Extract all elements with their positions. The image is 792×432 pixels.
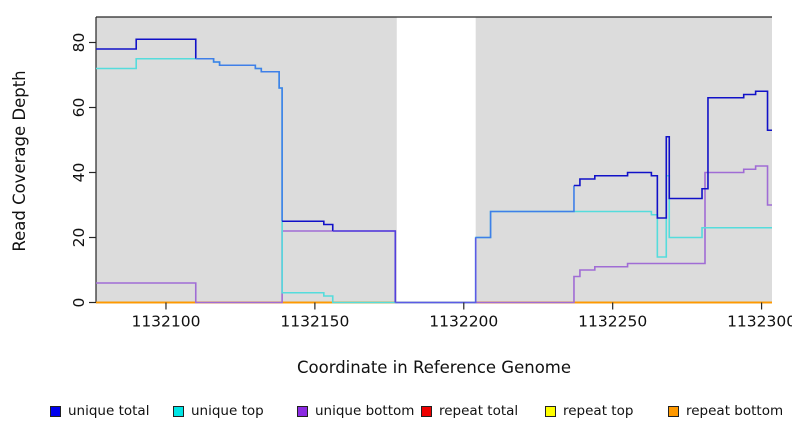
no-data-region bbox=[396, 17, 476, 302]
legend-label: unique bottom bbox=[315, 403, 415, 419]
legend-item-unique-top: unique top bbox=[173, 401, 264, 419]
series-unique-total bbox=[573, 90, 772, 219]
unique-top-swatch bbox=[173, 406, 184, 417]
series-unique-total bbox=[395, 237, 477, 304]
y-tick-label: 0 bbox=[70, 298, 88, 308]
repeat-top-swatch bbox=[545, 406, 556, 417]
x-tick-label: 1132100 bbox=[131, 313, 200, 331]
legend-item-repeat-total: repeat total bbox=[421, 401, 519, 419]
legend-label: repeat top bbox=[563, 403, 634, 419]
unique-total-swatch bbox=[50, 406, 61, 417]
repeat-bottom-swatch bbox=[668, 406, 679, 417]
y-axis-title: Read Coverage Depth bbox=[10, 70, 29, 252]
x-tick-label: 1132150 bbox=[280, 313, 349, 331]
legend-label: repeat total bbox=[439, 403, 519, 419]
legend-item-repeat-bottom: repeat bottom bbox=[668, 401, 784, 419]
legend-label: unique top bbox=[191, 403, 264, 419]
y-tick-label: 40 bbox=[70, 163, 88, 183]
x-tick-label: 1132300 bbox=[727, 313, 792, 331]
y-tick-label: 80 bbox=[70, 33, 88, 53]
series-unique-total bbox=[282, 220, 334, 231]
x-axis-title: Coordinate in Reference Genome bbox=[296, 358, 572, 377]
unique-bottom-swatch bbox=[297, 406, 308, 417]
y-tick-label: 60 bbox=[70, 98, 88, 118]
repeat-total-swatch bbox=[421, 406, 432, 417]
series-unique-total bbox=[332, 230, 397, 303]
legend: unique total unique top unique bottom re… bbox=[0, 401, 792, 421]
series-unique-total bbox=[195, 57, 283, 222]
x-tick-label: 1132200 bbox=[429, 313, 498, 331]
x-tick-label: 1132250 bbox=[578, 313, 647, 331]
y-tick-label: 20 bbox=[70, 228, 88, 248]
legend-item-unique-bottom: unique bottom bbox=[297, 401, 415, 419]
legend-item-repeat-top: repeat top bbox=[545, 401, 634, 419]
legend-item-unique-total: unique total bbox=[50, 401, 150, 419]
series-unique-total bbox=[475, 185, 575, 239]
series-unique-total bbox=[96, 38, 197, 59]
legend-label: repeat bottom bbox=[686, 403, 784, 419]
legend-label: unique total bbox=[68, 403, 150, 419]
